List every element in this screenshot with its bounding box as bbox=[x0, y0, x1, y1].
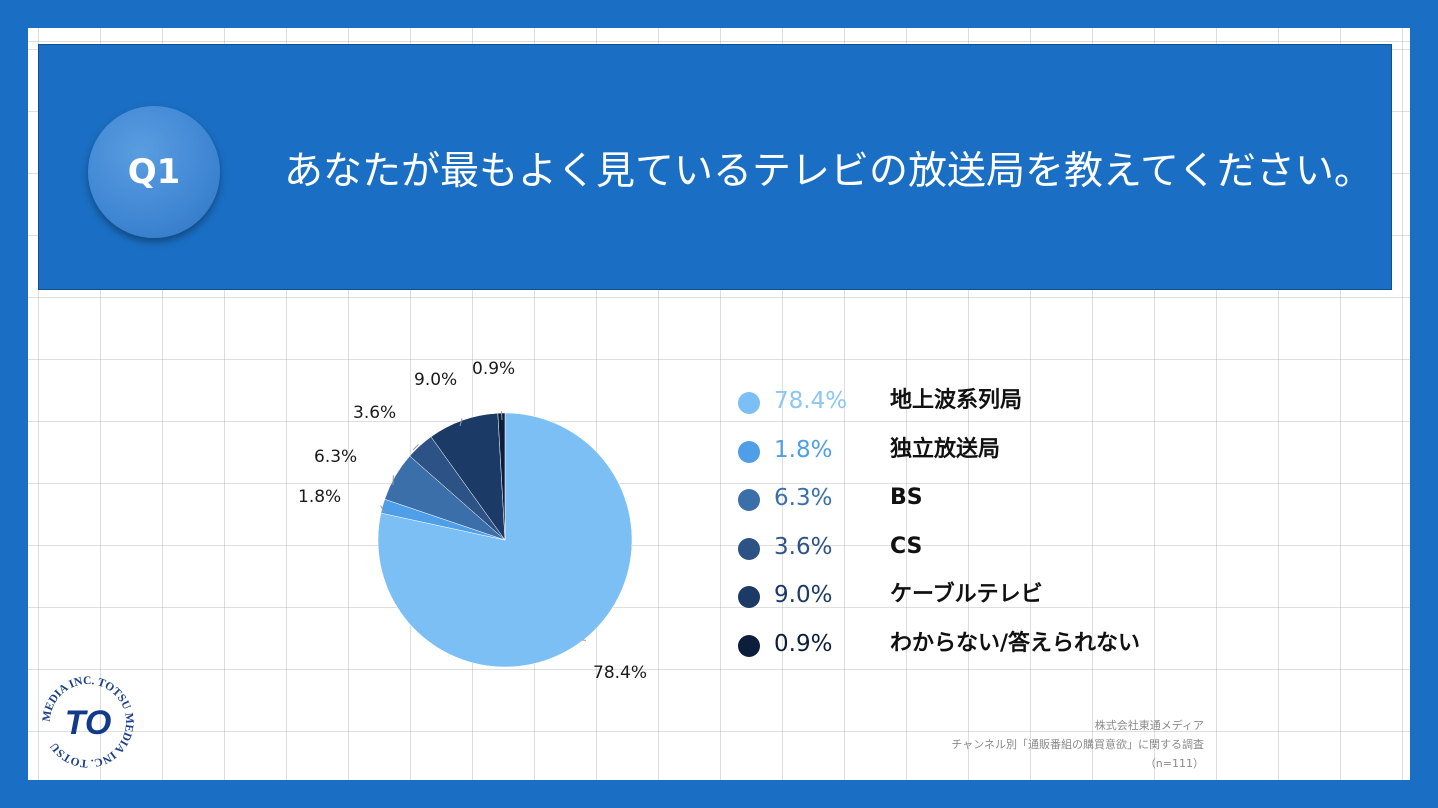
legend-label: 独立放送局 bbox=[890, 436, 1001, 462]
pie-leader-line bbox=[380, 505, 385, 513]
pie-data-label: 1.8% bbox=[298, 487, 341, 507]
company-logo: MEDIA INC. TOTSU MEDIA INC. TOTSU TO bbox=[41, 675, 136, 769]
source-company: 株式会社東通メディア bbox=[1094, 719, 1204, 732]
pie-leader-line bbox=[459, 418, 463, 427]
legend-percent: 9.0% bbox=[774, 582, 833, 608]
legend-swatch bbox=[738, 440, 760, 463]
legend-label: ケーブルテレビ bbox=[890, 582, 1043, 607]
legend-label: BS bbox=[890, 485, 923, 510]
legend-swatch bbox=[738, 586, 760, 608]
legend-swatch bbox=[738, 489, 760, 511]
legend-label: わからない/答えられない bbox=[890, 630, 1141, 656]
pie-data-label: 9.0% bbox=[414, 370, 457, 390]
legend-label: 地上波系列局 bbox=[890, 388, 1023, 413]
source-note: 株式会社東通メディア チャンネル別「通販番組の購買意欲」に関する調査 （n=11… bbox=[951, 716, 1204, 773]
pie-leader-line bbox=[412, 443, 419, 451]
legend-label: CS bbox=[890, 533, 923, 559]
pie-data-label: 6.3% bbox=[314, 447, 357, 467]
pie-slice bbox=[377, 412, 633, 668]
pie-data-label: 78.4% bbox=[593, 663, 647, 683]
logo-mark: TO bbox=[65, 704, 112, 742]
source-sample-size: （n=111） bbox=[1144, 757, 1204, 770]
legend-percent: 6.3% bbox=[774, 485, 833, 511]
legend-percent: 0.9% bbox=[774, 630, 833, 657]
pie-data-label: 0.9% bbox=[472, 359, 515, 379]
question-number-badge: Q1 bbox=[88, 106, 220, 238]
pie-leader-line bbox=[500, 411, 503, 421]
legend-percent: 78.4% bbox=[774, 388, 848, 414]
question-header bbox=[38, 44, 1392, 290]
pie-chart: 78.4% 1.8% 6.3% 3.6% 9.0% 0.9% bbox=[298, 359, 647, 683]
source-survey: チャンネル別「通販番組の購買意欲」に関する調査 bbox=[951, 738, 1204, 751]
pie-data-label: 3.6% bbox=[353, 403, 396, 423]
legend-percent: 1.8% bbox=[774, 436, 833, 463]
legend-percent: 3.6% bbox=[774, 533, 833, 560]
legend-swatch bbox=[738, 634, 760, 657]
legend-swatch bbox=[738, 537, 760, 560]
question-title: あなたが最もよく見ているテレビの放送局を教えてください。 bbox=[284, 149, 1373, 194]
legend-swatch bbox=[738, 392, 760, 414]
